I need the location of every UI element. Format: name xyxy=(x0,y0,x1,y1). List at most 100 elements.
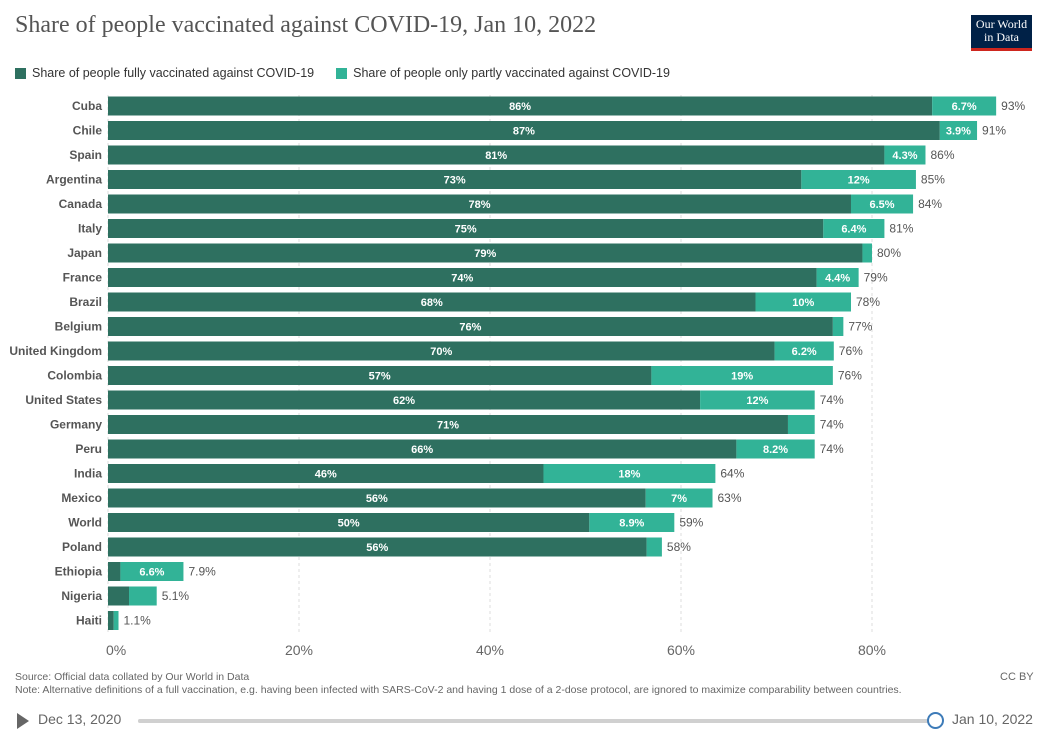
category-label: Mexico xyxy=(61,491,102,505)
data-label-partly: 12% xyxy=(746,395,768,407)
category-label: Colombia xyxy=(47,369,102,383)
total-label: 80% xyxy=(877,246,901,260)
bar-fully-vaccinated xyxy=(108,586,130,606)
category-label: Haiti xyxy=(76,614,102,628)
category-label: Belgium xyxy=(55,320,102,334)
data-label-fully: 66% xyxy=(411,444,433,456)
data-label-partly: 6.4% xyxy=(841,224,866,236)
data-label-partly: 10% xyxy=(792,297,814,309)
bar-fully-vaccinated xyxy=(108,562,121,581)
bar-chart: 0% 20% 40% 60% 80% Cuba 86% 6.7% 93% Chile 87% 3.9%… xyxy=(9,95,1025,658)
source-text: Source: Official data collated by Our Wo… xyxy=(15,671,250,683)
data-label-partly: 8.2% xyxy=(763,444,788,456)
data-label-fully: 56% xyxy=(366,542,388,554)
timeline-start-label: Dec 13, 2020 xyxy=(38,711,122,727)
bar-fully-vaccinated xyxy=(108,366,652,385)
data-label-fully: 71% xyxy=(437,420,459,432)
legend: Share of people fully vaccinated against… xyxy=(15,66,670,80)
bar-partly-vaccinated xyxy=(862,243,872,263)
bar-fully-vaccinated xyxy=(108,611,114,630)
bar-partly-vaccinated xyxy=(823,219,885,238)
chart-title: Share of people vaccinated against COVID… xyxy=(15,12,597,38)
bar-fully-vaccinated xyxy=(108,145,885,165)
total-label: 59% xyxy=(679,516,703,530)
category-label: Germany xyxy=(50,418,102,432)
bar-fully-vaccinated xyxy=(108,488,646,508)
data-label-partly: 6.5% xyxy=(869,199,894,211)
total-label: 64% xyxy=(720,467,744,481)
bar-partly-vaccinated xyxy=(939,121,978,140)
timeline-end-label: Jan 10, 2022 xyxy=(952,711,1033,727)
x-tick-label: 40% xyxy=(476,642,504,658)
bar-fully-vaccinated xyxy=(108,268,817,287)
timeline-track-fill xyxy=(138,719,935,723)
bar-partly-vaccinated xyxy=(787,415,815,434)
data-label-fully: 87% xyxy=(513,126,535,138)
total-label: 5.1% xyxy=(162,589,190,603)
category-label: Cuba xyxy=(72,99,102,113)
data-label-partly: 3.9% xyxy=(946,126,971,138)
x-tick-label: 20% xyxy=(285,642,313,658)
bar-partly-vaccinated xyxy=(646,537,662,557)
bar-fully-vaccinated xyxy=(108,341,775,361)
category-label: World xyxy=(68,516,102,530)
bar-partly-vaccinated xyxy=(850,194,914,214)
category-label: Brazil xyxy=(69,295,102,309)
total-label: 58% xyxy=(667,540,691,554)
bar-fully-vaccinated xyxy=(108,292,756,312)
bar-partly-vaccinated xyxy=(113,611,119,630)
logo-line-1: Our World xyxy=(975,17,1028,31)
legend-item-full[interactable]: Share of people fully vaccinated against… xyxy=(15,66,314,80)
bar-partly-vaccinated xyxy=(543,464,716,483)
timeline-track[interactable] xyxy=(138,719,935,723)
data-label-partly: 4.3% xyxy=(892,150,917,162)
legend-item-partial[interactable]: Share of people only partly vaccinated a… xyxy=(336,66,670,80)
bar-partly-vaccinated xyxy=(755,292,851,312)
category-label: India xyxy=(74,467,102,481)
data-label-partly: 6.7% xyxy=(952,101,977,113)
timeline: Dec 13, 2020 Jan 10, 2022 xyxy=(15,710,1035,732)
legend-swatch-full xyxy=(15,67,26,79)
data-label-fully: 79% xyxy=(474,248,496,260)
data-label-fully: 57% xyxy=(369,371,391,383)
total-label: 91% xyxy=(982,124,1006,138)
category-label: Canada xyxy=(59,197,103,211)
total-label: 79% xyxy=(864,271,888,285)
data-label-fully: 62% xyxy=(393,395,415,407)
category-label: Chile xyxy=(73,124,103,138)
bar-fully-vaccinated xyxy=(108,219,824,238)
data-label-partly: 4.4% xyxy=(825,273,850,285)
total-label: 7.9% xyxy=(188,565,216,579)
category-label: Spain xyxy=(69,148,102,162)
bar-fully-vaccinated xyxy=(108,194,851,214)
bar-fully-vaccinated xyxy=(108,537,647,557)
timeline-handle[interactable] xyxy=(927,712,944,729)
data-label-fully: 73% xyxy=(444,175,466,187)
data-label-fully: 56% xyxy=(366,493,388,505)
bar-fully-vaccinated xyxy=(108,513,590,532)
play-icon[interactable] xyxy=(17,713,29,729)
data-label-fully: 68% xyxy=(421,297,443,309)
category-label: France xyxy=(63,271,103,285)
data-label-partly: 18% xyxy=(618,469,640,481)
bar-fully-vaccinated xyxy=(108,96,933,116)
total-label: 76% xyxy=(839,344,863,358)
total-label: 86% xyxy=(930,148,954,162)
category-label: Nigeria xyxy=(61,589,102,603)
category-label: Argentina xyxy=(46,173,102,187)
category-label: United States xyxy=(25,393,102,407)
total-label: 74% xyxy=(820,442,844,456)
bar-partly-vaccinated xyxy=(645,488,713,508)
bar-fully-vaccinated xyxy=(108,464,544,483)
total-label: 76% xyxy=(838,369,862,383)
bar-fully-vaccinated xyxy=(108,439,737,459)
legend-swatch-partial xyxy=(336,67,348,79)
data-label-fully: 86% xyxy=(509,101,531,113)
total-label: 81% xyxy=(889,222,913,236)
license-badge[interactable]: CC BY xyxy=(1000,671,1034,683)
legend-label-full: Share of people fully vaccinated against… xyxy=(32,66,315,80)
total-label: 93% xyxy=(1001,99,1025,113)
bar-partly-vaccinated xyxy=(801,170,916,189)
owid-logo[interactable]: Our World in Data xyxy=(971,15,1032,51)
total-label: 74% xyxy=(820,418,844,432)
